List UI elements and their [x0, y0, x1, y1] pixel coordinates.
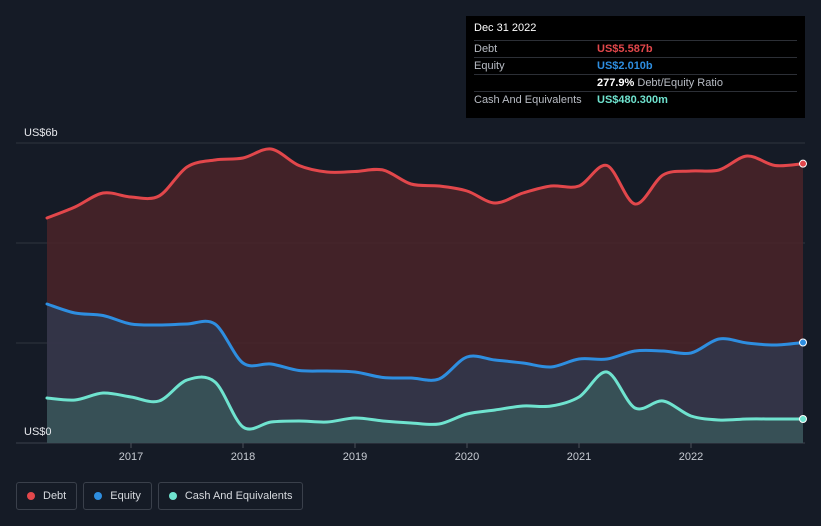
tooltip-row-ratio: 277.9% Debt/Equity Ratio [474, 74, 797, 91]
y-axis-bottom-label: US$0 [24, 426, 52, 438]
tooltip-row-equity: Equity US$2.010b [474, 57, 797, 74]
tooltip-equity-label: Equity [474, 60, 505, 72]
legend-equity-label: Equity [110, 490, 141, 502]
equity-dot-icon [94, 492, 103, 500]
cash-line [45, 370, 805, 431]
tooltip-debt-label: Debt [474, 43, 498, 55]
equity-end-marker[interactable] [799, 338, 807, 347]
cash-dot-icon [168, 492, 177, 500]
legend-item-equity[interactable]: Equity [83, 482, 152, 510]
debt-line [45, 147, 805, 220]
x-tick-label-2017: 2017 [119, 451, 143, 463]
debt-end-marker[interactable] [799, 159, 807, 168]
series-end-markers [799, 159, 807, 423]
tooltip-cash-label: Cash And Equivalents [474, 94, 582, 106]
chart-legend: Debt Equity Cash And Equivalents [16, 482, 304, 510]
x-axis-ticks: 2017 2018 2019 2020 2021 2022 [119, 443, 703, 463]
legend-item-debt[interactable]: Debt [16, 482, 78, 510]
legend-debt-label: Debt [43, 490, 67, 502]
tooltip-cash-value: US$480.300m [597, 94, 668, 106]
tooltip-row-debt: Debt US$5.587b [474, 40, 797, 57]
tooltip-ratio-spacer [474, 75, 597, 91]
series-areas [47, 148, 803, 444]
debt-dot-icon [27, 492, 35, 500]
y-axis-top-label: US$6b [24, 127, 58, 139]
tooltip-equity-value: US$2.010b [597, 60, 653, 72]
x-tick-label-2018: 2018 [231, 451, 255, 463]
equity-line [45, 302, 805, 382]
tooltip-date: Dec 31 2022 [474, 22, 537, 34]
tooltip-ratio-label: Debt/Equity Ratio [637, 77, 723, 89]
tooltip-ratio-value: 277.9% [597, 77, 635, 89]
series-lines [45, 147, 805, 431]
data-tooltip: Dec 31 2022 Debt US$5.587b Equity US$2.0… [466, 16, 805, 118]
legend-cash-label: Cash And Equivalents [184, 490, 293, 502]
cash-area [47, 371, 803, 443]
tooltip-row-cash: Cash And Equivalents US$480.300m [474, 91, 797, 108]
x-tick-label-2020: 2020 [455, 451, 479, 463]
legend-item-cash[interactable]: Cash And Equivalents [157, 482, 304, 510]
tooltip-debt-value: US$5.587b [597, 43, 653, 55]
cash-end-marker[interactable] [799, 414, 807, 423]
x-tick-label-2019: 2019 [343, 451, 367, 463]
x-tick-label-2022: 2022 [679, 451, 703, 463]
x-tick-label-2021: 2021 [567, 451, 591, 463]
